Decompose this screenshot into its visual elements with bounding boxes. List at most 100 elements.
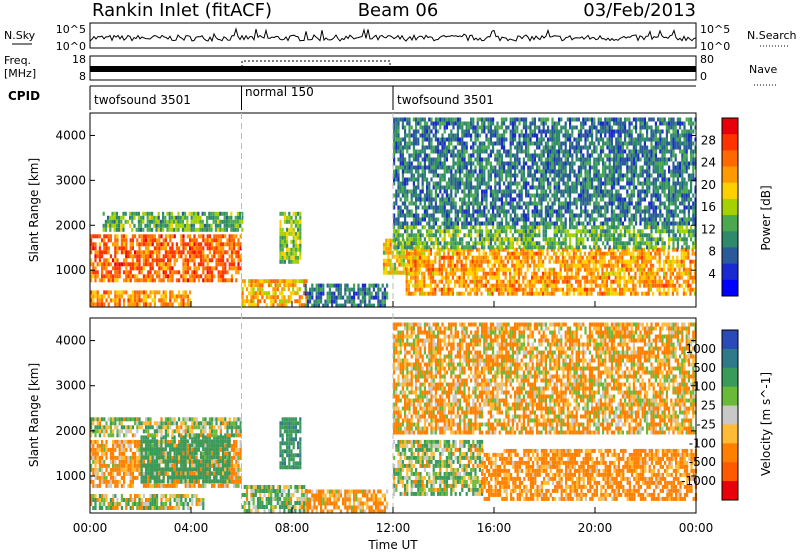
data-cell <box>408 245 411 250</box>
data-cell <box>575 245 578 250</box>
data-cell <box>526 255 529 260</box>
data-cell <box>470 161 473 166</box>
data-cell <box>406 141 409 146</box>
data-cell <box>342 295 345 300</box>
data-cell <box>637 241 640 246</box>
data-cell <box>445 201 448 206</box>
data-cell <box>290 239 293 244</box>
data-cell <box>184 246 187 251</box>
data-cell <box>687 233 690 238</box>
data-cell <box>427 283 430 288</box>
data-cell <box>153 234 156 239</box>
data-cell <box>270 295 273 300</box>
data-cell <box>670 237 673 242</box>
data-cell <box>162 215 165 220</box>
data-cell <box>120 246 123 251</box>
data-cell <box>170 227 173 232</box>
data-cell <box>504 283 507 288</box>
data-cell <box>569 185 572 190</box>
data-cell <box>524 275 527 280</box>
data-cell <box>125 234 128 239</box>
data-cell <box>542 173 545 178</box>
data-cell <box>474 241 477 246</box>
data-cell <box>682 247 685 252</box>
data-cell <box>96 274 99 279</box>
data-cell <box>175 215 178 220</box>
data-cell <box>434 229 437 234</box>
data-cell <box>533 157 536 162</box>
data-cell <box>529 157 532 162</box>
data-cell <box>562 193 565 198</box>
data-cell <box>537 267 540 272</box>
data-cell <box>623 247 626 252</box>
data-cell <box>164 266 167 271</box>
data-cell <box>398 254 401 259</box>
data-cell <box>539 263 542 268</box>
data-cell <box>590 259 593 264</box>
data-cell <box>643 283 646 288</box>
data-cell <box>448 145 451 150</box>
data-cell <box>290 247 293 252</box>
data-cell <box>566 259 569 264</box>
data-cell <box>429 279 432 284</box>
data-cell <box>495 287 498 292</box>
data-cell <box>177 223 180 228</box>
data-cell <box>448 225 451 230</box>
data-cell <box>404 133 407 138</box>
data-cell <box>522 161 525 166</box>
data-cell <box>511 255 514 260</box>
data-cell <box>230 262 233 267</box>
data-cell <box>151 266 154 271</box>
data-cell <box>509 201 512 206</box>
data-cell <box>395 201 398 206</box>
data-cell <box>483 237 486 242</box>
data-cell <box>189 290 192 295</box>
data-cell <box>569 173 572 178</box>
data-cell <box>452 121 455 126</box>
data-cell <box>462 275 465 280</box>
data-cell <box>591 225 594 230</box>
data-cell <box>456 255 459 260</box>
data-cell <box>663 275 666 280</box>
data-cell <box>494 133 497 138</box>
data-cell <box>498 283 501 288</box>
data-cell <box>443 267 446 272</box>
data-cell <box>441 237 444 242</box>
data-cell <box>447 247 450 252</box>
data-cell <box>634 291 637 296</box>
data-cell <box>432 263 435 268</box>
data-cell <box>445 125 448 130</box>
data-cell <box>239 223 242 228</box>
data-cell <box>555 181 558 186</box>
data-cell <box>131 294 134 299</box>
data-cell <box>445 241 448 246</box>
data-cell <box>535 271 538 276</box>
data-cell <box>643 241 646 246</box>
data-cell <box>481 221 484 226</box>
data-cell <box>410 267 413 272</box>
data-cell <box>456 225 459 230</box>
data-cell <box>520 169 523 174</box>
data-cell <box>105 270 108 275</box>
data-cell <box>487 161 490 166</box>
data-cell <box>551 241 554 246</box>
data-cell <box>415 201 418 206</box>
data-cell <box>164 242 167 247</box>
data-cell <box>588 279 591 284</box>
data-cell <box>116 274 119 279</box>
data-cell <box>540 193 543 198</box>
data-cell <box>536 233 539 238</box>
data-cell <box>529 233 532 238</box>
data-cell <box>184 223 187 228</box>
data-cell <box>90 242 93 247</box>
data-cell <box>465 133 468 138</box>
data-cell <box>575 225 578 230</box>
data-cell <box>550 255 553 260</box>
data-cell <box>206 246 209 251</box>
data-cell <box>667 283 670 288</box>
data-cell <box>489 213 492 218</box>
data-cell <box>511 129 514 134</box>
data-cell <box>570 263 573 268</box>
data-cell <box>397 217 400 222</box>
data-cell <box>459 121 462 126</box>
